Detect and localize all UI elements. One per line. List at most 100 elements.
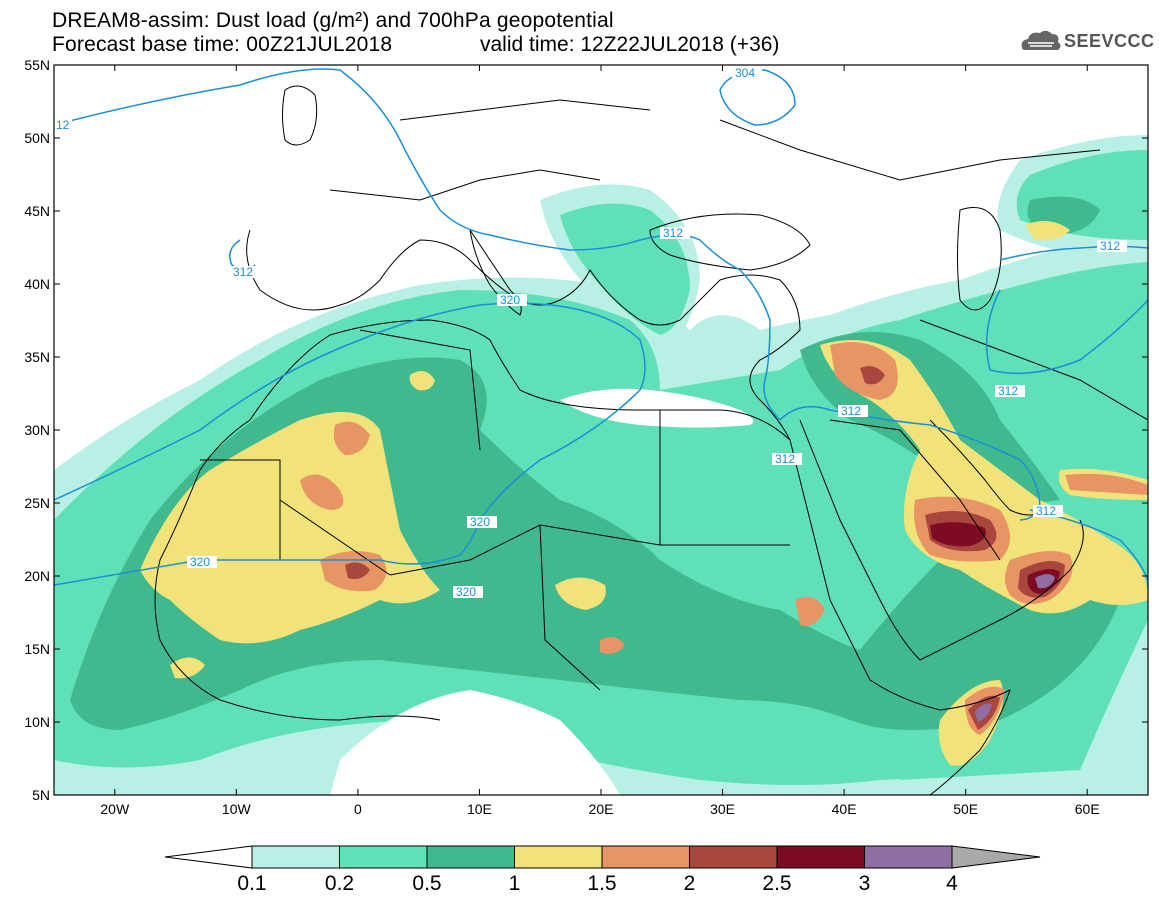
- contour-320-sahara: [54, 302, 646, 586]
- lat-tick-label: 55N: [24, 57, 50, 73]
- lon-tick-label: 10E: [467, 801, 492, 817]
- coast-persian-gulf: [929, 419, 1051, 516]
- lon-tick-label: 30E: [710, 801, 735, 817]
- lat-tick-label: 20N: [24, 568, 50, 584]
- dust-level-1-arabia: [820, 340, 1148, 614]
- coast-arabia-south: [919, 519, 1084, 661]
- contour-label: 312: [1100, 239, 1120, 253]
- valid-time: valid time: 12Z22JUL2018 (+36): [480, 33, 780, 56]
- dust-level-2-iraq: [860, 366, 885, 385]
- border-niger: [389, 524, 541, 576]
- lat-tick-label: 50N: [24, 130, 50, 146]
- contour-label: 312: [998, 384, 1018, 398]
- contour-label: 312: [663, 226, 683, 240]
- legend-swatch: [426, 845, 515, 869]
- coast-britain: [282, 85, 318, 146]
- coast-black-sea: [649, 213, 811, 271]
- legend-swatch: [601, 845, 690, 869]
- legend-swatch: [864, 845, 953, 869]
- border-europe-2: [399, 99, 651, 121]
- dust-level-2-5: [930, 522, 986, 547]
- lon-tick-label: 20W: [100, 801, 130, 817]
- contour-312-north: [54, 68, 781, 421]
- contour-label: 312: [1036, 504, 1056, 518]
- coast-red-sea-west: [789, 439, 871, 681]
- dust-level-1-5-chad: [600, 636, 625, 654]
- lat-tick-label: 30N: [24, 422, 50, 438]
- border-sahara-1: [200, 459, 281, 560]
- longitude-axis: 20W 10W 0 10E 20E 30E 40E 50E 60E: [100, 65, 1100, 817]
- legend-label: 0.2: [325, 872, 354, 895]
- contour-label: 320: [470, 515, 490, 529]
- contour-label: 320: [190, 555, 210, 569]
- border-iran: [919, 319, 1148, 421]
- coast-europe: [246, 229, 801, 441]
- border-sahara-2: [279, 499, 391, 576]
- coast-north-africa: [249, 319, 791, 441]
- legend-swatch: [251, 845, 340, 869]
- dust-level-1-senegal: [170, 657, 205, 679]
- latitude-axis: 55N 50N 45N 40N 35N 30N 25N 20N 15N 10N 5N: [24, 57, 1148, 803]
- lat-tick-label: 35N: [24, 349, 50, 365]
- legend-arrow-high: [951, 845, 1041, 869]
- dust-level-3: [1035, 574, 1055, 589]
- map-title: DREAM8-assim: Dust load (g/m²) and 700hP…: [52, 9, 614, 32]
- border-russia: [719, 119, 1101, 181]
- legend-label: 0.1: [237, 872, 266, 895]
- lon-tick-label: 20E: [589, 801, 614, 817]
- coast-horn-africa: [869, 679, 1011, 795]
- contour-label: 312: [233, 265, 253, 279]
- dust-load-field: [54, 135, 1148, 795]
- lat-tick-label: 45N: [24, 203, 50, 219]
- border-arabia: [829, 419, 1001, 561]
- dust-level-1-5: [300, 474, 344, 510]
- dust-level-1-caspian: [1025, 221, 1070, 241]
- legend-swatch: [514, 845, 603, 869]
- contour-312-east: [985, 289, 1148, 375]
- border-europe-1: [329, 169, 601, 201]
- contour-label: 312: [841, 404, 861, 418]
- legend-label: 3: [859, 872, 871, 895]
- logo-text: SEEVCCC: [1064, 31, 1155, 51]
- legend-label: 2: [684, 872, 696, 895]
- cloud-logo-icon: [1021, 30, 1061, 50]
- lon-tick-label: 50E: [953, 801, 978, 817]
- dust-level-2-mali: [345, 562, 370, 579]
- lon-tick-label: 0: [354, 801, 362, 817]
- dust-level-1-libya: [409, 371, 435, 391]
- lat-tick-label: 15N: [24, 641, 50, 657]
- dust-level-3-somalia: [975, 703, 992, 722]
- lat-tick-label: 25N: [24, 495, 50, 511]
- legend-label: 1.5: [587, 872, 616, 895]
- lat-tick-label: 40N: [24, 276, 50, 292]
- border-sudan: [539, 524, 661, 546]
- coast-caspian: [957, 207, 1002, 311]
- dust-level-1-5-gulf: [1065, 473, 1148, 495]
- coast-italy: [469, 229, 522, 316]
- border-algeria: [359, 329, 481, 451]
- lon-tick-label: 40E: [832, 801, 857, 817]
- lat-tick-label: 5N: [32, 787, 50, 803]
- lat-tick-label: 10N: [24, 714, 50, 730]
- coast-red-sea-east: [799, 419, 921, 661]
- legend-swatch: [339, 845, 428, 869]
- lon-tick-label: 60E: [1075, 801, 1100, 817]
- contour-label: 12: [56, 118, 70, 132]
- legend-swatch: [776, 845, 865, 869]
- contour-312-caspian: [999, 245, 1148, 261]
- legend-swatch: [689, 845, 778, 869]
- border-chad: [539, 524, 601, 691]
- forecast-base-time: Forecast base time: 00Z21JUL2018: [52, 33, 393, 56]
- contour-labels: 12 304 312 312 320 312 312 312 320 320 3…: [54, 66, 1127, 599]
- legend-arrow-low: [164, 845, 253, 869]
- dust-level-1-5-eritrea: [795, 596, 825, 626]
- color-legend: 0.1 0.2 0.5 1 1.5 2 2.5 3 4: [164, 845, 1041, 895]
- contour-label: 304: [735, 66, 755, 80]
- legend-label: 0.5: [412, 872, 441, 895]
- legend-label: 2.5: [762, 872, 791, 895]
- legend-label: 4: [946, 872, 958, 895]
- legend-label: 1: [509, 872, 521, 895]
- lon-tick-label: 10W: [222, 801, 252, 817]
- contour-label: 320: [500, 293, 520, 307]
